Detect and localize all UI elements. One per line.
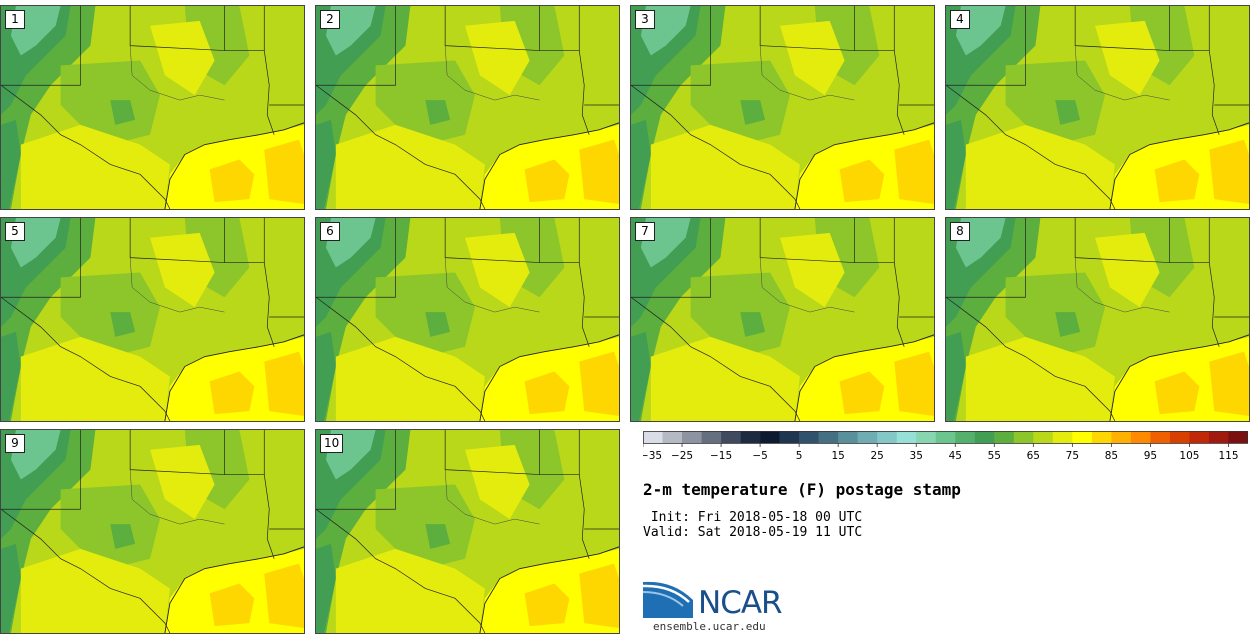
colorbar-swatch: [643, 431, 663, 443]
member-label: 7: [635, 222, 655, 241]
member-panel-2: 2: [315, 5, 620, 210]
temperature-map: [946, 218, 1249, 421]
temperature-map: [316, 6, 619, 209]
colorbar-tick-label: 5: [796, 450, 803, 462]
colorbar-tick-label: −25: [671, 450, 693, 462]
colorbar-tick-label: −35: [643, 450, 662, 462]
colorbar-tick-label: 55: [988, 450, 1001, 462]
colorbar-swatch: [994, 431, 1015, 443]
colorbar-swatch: [1169, 431, 1190, 443]
colorbar-swatch: [838, 431, 858, 443]
member-panel-5: 5: [0, 217, 305, 422]
colorbar-swatch: [1111, 431, 1132, 443]
colorbar-swatch: [877, 431, 898, 443]
colorbar-swatch: [1208, 431, 1229, 443]
colorbar-swatch: [779, 431, 800, 443]
temperature-map: [316, 218, 619, 421]
colorbar-swatch: [955, 431, 976, 443]
colorbar-tick-label: 45: [949, 450, 962, 462]
colorbar-swatch: [799, 431, 819, 443]
colorbar-frame: [643, 431, 1248, 444]
temperature-colorbar: −35 −25 −15 −5 5 15 25 35 45 55 65 75 85 95 105 115: [643, 431, 1248, 462]
colorbar-tick-label: 25: [871, 450, 884, 462]
member-label: 1: [5, 10, 25, 29]
colorbar-swatch: [1189, 431, 1210, 443]
colorbar-swatch: [662, 431, 683, 443]
temperature-map: [946, 6, 1249, 209]
colorbar-tick-label: 35: [910, 450, 923, 462]
member-panel-8: 8: [945, 217, 1250, 422]
ncar-logo-text: NCAR: [698, 585, 783, 621]
colorbar-swatch: [818, 431, 839, 443]
colorbar-swatch: [974, 431, 995, 443]
colorbar-tick-label: 65: [1027, 450, 1040, 462]
member-label: 3: [635, 10, 655, 29]
colorbar-swatch: [1033, 431, 1054, 443]
colorbar-swatch: [1228, 431, 1248, 443]
colorbar-swatch: [1150, 431, 1171, 443]
colorbar-swatch: [1091, 431, 1112, 443]
temperature-map: [631, 218, 934, 421]
temperature-map: [1, 6, 304, 209]
colorbar-swatch: [760, 431, 780, 443]
temperature-map: [631, 6, 934, 209]
colorbar-tick-label: 75: [1066, 450, 1079, 462]
member-panel-4: 4: [945, 5, 1250, 210]
colorbar-swatch: [857, 431, 878, 443]
colorbar-tick-label: 95: [1144, 450, 1157, 462]
member-label: 9: [5, 434, 25, 453]
colorbar-swatch: [935, 431, 956, 443]
member-panel-1: 1: [0, 5, 305, 210]
member-panel-10: 10: [315, 429, 620, 634]
colorbar-swatch: [1013, 431, 1034, 443]
member-label: 10: [320, 434, 344, 453]
colorbar-swatch: [1052, 431, 1073, 443]
colorbar-swatch: [896, 431, 917, 443]
plot-title: 2-m temperature (F) postage stamp: [643, 480, 961, 499]
colorbar-tick-label: 85: [1105, 450, 1118, 462]
temperature-map: [316, 430, 619, 633]
member-label: 4: [950, 10, 970, 29]
member-panel-3: 3: [630, 5, 935, 210]
valid-time: Valid: Sat 2018-05-19 11 UTC: [643, 525, 863, 540]
member-label: 8: [950, 222, 970, 241]
member-panel-9: 9: [0, 429, 305, 634]
colorbar-swatch: [1130, 431, 1151, 443]
member-label: 5: [5, 222, 25, 241]
member-label: 2: [320, 10, 340, 29]
colorbar-swatch: [916, 431, 937, 443]
colorbar-swatch: [701, 431, 722, 443]
site-url: ensemble.ucar.edu: [653, 620, 766, 633]
init-time: Init: Fri 2018-05-18 00 UTC: [643, 510, 863, 525]
colorbar-swatch: [740, 431, 761, 443]
colorbar-swatch: [682, 431, 702, 443]
ncar-logo-icon: [643, 581, 693, 618]
colorbar-tick-label: 105: [1179, 450, 1199, 462]
colorbar-tick-label: −5: [752, 450, 767, 462]
member-label: 6: [320, 222, 340, 241]
colorbar-swatch: [1072, 431, 1093, 443]
member-panel-7: 7: [630, 217, 935, 422]
temperature-map: [1, 430, 304, 633]
member-panel-6: 6: [315, 217, 620, 422]
temperature-map: [1, 218, 304, 421]
colorbar-tick-label: 15: [831, 450, 844, 462]
colorbar-swatch: [721, 431, 741, 443]
colorbar-tick-label: −15: [710, 450, 732, 462]
colorbar-tick-label: 115: [1218, 450, 1238, 462]
